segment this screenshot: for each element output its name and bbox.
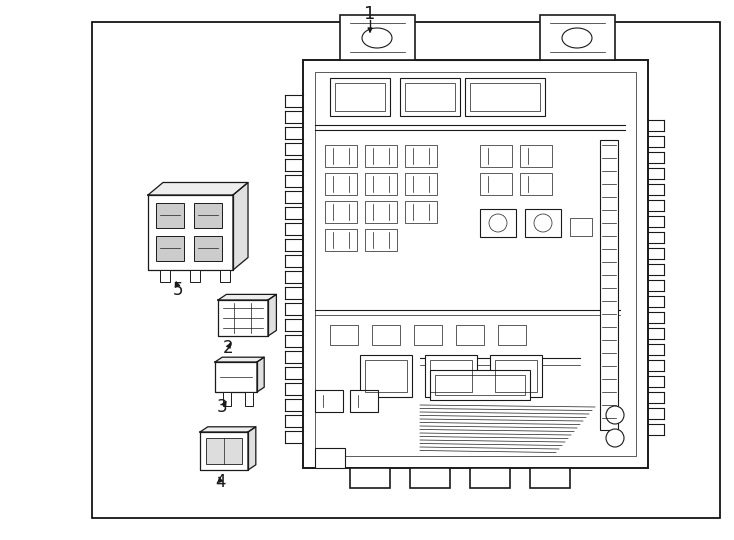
Bar bbox=[600, 140, 618, 430]
Bar bbox=[335, 83, 385, 111]
Bar bbox=[360, 355, 412, 397]
Polygon shape bbox=[200, 427, 256, 432]
Bar bbox=[430, 370, 530, 400]
Bar bbox=[405, 83, 455, 111]
Polygon shape bbox=[257, 357, 264, 392]
Bar bbox=[315, 390, 343, 412]
Circle shape bbox=[534, 214, 552, 232]
Polygon shape bbox=[148, 183, 248, 195]
Bar bbox=[365, 360, 407, 392]
Bar bbox=[325, 201, 357, 223]
Bar bbox=[530, 468, 570, 488]
Polygon shape bbox=[215, 357, 264, 362]
Text: 2: 2 bbox=[222, 339, 233, 357]
Bar bbox=[430, 360, 472, 392]
Bar bbox=[365, 201, 397, 223]
Bar bbox=[520, 145, 552, 167]
Bar bbox=[223, 392, 231, 406]
Bar bbox=[456, 325, 484, 345]
Bar bbox=[410, 468, 450, 488]
Bar bbox=[495, 360, 537, 392]
Bar bbox=[315, 72, 636, 456]
Bar bbox=[465, 78, 545, 116]
Polygon shape bbox=[148, 195, 233, 270]
Ellipse shape bbox=[562, 28, 592, 48]
Bar bbox=[470, 83, 540, 111]
Bar bbox=[190, 270, 200, 282]
Polygon shape bbox=[218, 294, 277, 300]
Bar bbox=[330, 78, 390, 116]
Bar bbox=[365, 145, 397, 167]
Bar bbox=[365, 173, 397, 195]
Bar bbox=[570, 218, 592, 236]
Polygon shape bbox=[215, 362, 257, 392]
Bar bbox=[400, 78, 460, 116]
Text: 4: 4 bbox=[215, 473, 225, 491]
Bar bbox=[435, 375, 525, 395]
Bar bbox=[540, 15, 615, 60]
Bar bbox=[303, 60, 648, 468]
Polygon shape bbox=[200, 432, 248, 470]
Bar bbox=[350, 390, 378, 412]
Bar bbox=[160, 270, 170, 282]
Bar bbox=[405, 145, 437, 167]
Bar bbox=[220, 270, 230, 282]
Bar bbox=[525, 209, 561, 237]
Bar bbox=[480, 209, 516, 237]
Bar bbox=[498, 325, 526, 345]
Ellipse shape bbox=[362, 28, 392, 48]
Bar bbox=[490, 355, 542, 397]
Bar bbox=[315, 448, 345, 468]
Text: 3: 3 bbox=[217, 398, 228, 416]
Bar bbox=[156, 203, 184, 228]
Bar bbox=[405, 173, 437, 195]
Bar bbox=[414, 325, 442, 345]
Bar bbox=[92, 22, 720, 518]
Circle shape bbox=[606, 429, 624, 447]
Bar bbox=[480, 173, 512, 195]
Bar bbox=[520, 173, 552, 195]
Bar bbox=[405, 201, 437, 223]
Bar bbox=[350, 468, 390, 488]
Bar bbox=[245, 392, 253, 406]
Polygon shape bbox=[248, 427, 256, 470]
Bar bbox=[480, 145, 512, 167]
Bar bbox=[194, 236, 222, 261]
Bar bbox=[325, 145, 357, 167]
Bar bbox=[206, 438, 242, 464]
Bar bbox=[156, 236, 184, 261]
Bar bbox=[365, 229, 397, 251]
Bar bbox=[425, 355, 477, 397]
Text: 5: 5 bbox=[172, 281, 184, 299]
Bar bbox=[325, 173, 357, 195]
Bar bbox=[330, 325, 358, 345]
Text: 1: 1 bbox=[364, 5, 376, 23]
Polygon shape bbox=[268, 294, 277, 336]
Bar bbox=[340, 15, 415, 60]
Bar bbox=[325, 229, 357, 251]
Polygon shape bbox=[233, 183, 248, 270]
Bar bbox=[470, 468, 510, 488]
Bar bbox=[194, 203, 222, 228]
Bar bbox=[372, 325, 400, 345]
Polygon shape bbox=[218, 300, 268, 336]
Circle shape bbox=[489, 214, 507, 232]
Circle shape bbox=[606, 406, 624, 424]
